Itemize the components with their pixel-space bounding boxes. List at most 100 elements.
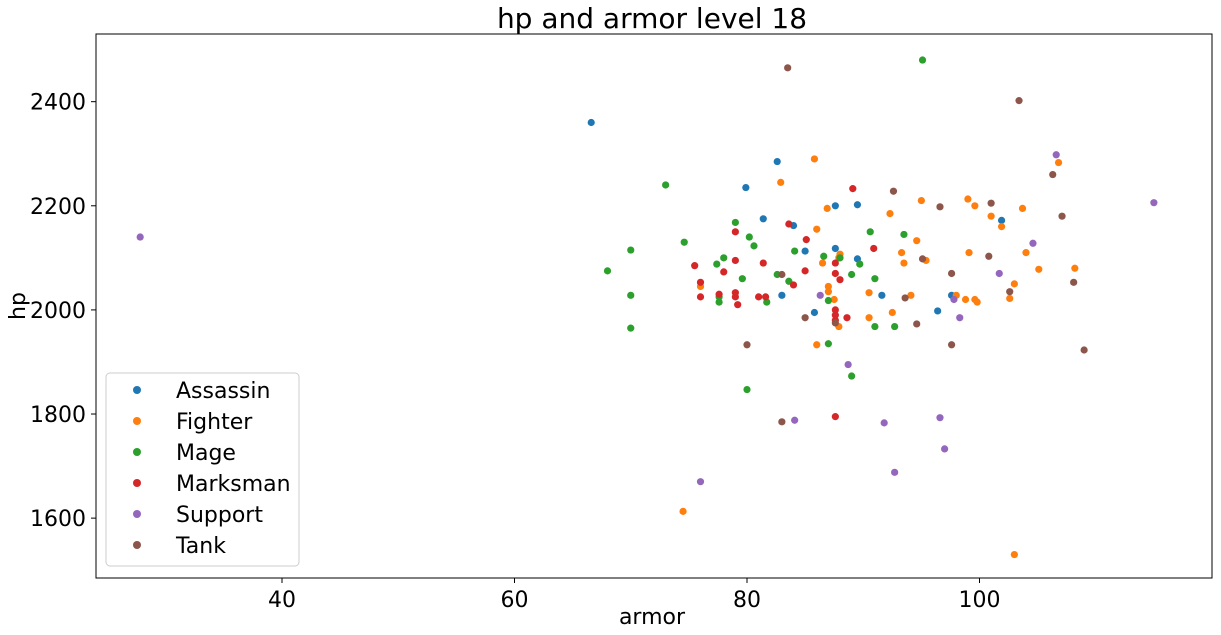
point-mage-23 bbox=[848, 270, 856, 279]
point-marksman-6 bbox=[731, 256, 739, 265]
x-tick-label: 40 bbox=[268, 588, 296, 613]
point-tank-5 bbox=[831, 319, 839, 327]
point-assassin-11 bbox=[810, 308, 819, 317]
point-fighter-22 bbox=[917, 196, 925, 205]
point-fighter-0 bbox=[679, 507, 687, 515]
point-assassin-1 bbox=[742, 183, 750, 192]
point-tank-2 bbox=[778, 270, 786, 279]
legend-label-assassin: Assassin bbox=[176, 379, 270, 404]
x-axis-label: armor bbox=[619, 605, 686, 630]
point-marksman-22 bbox=[831, 413, 839, 421]
point-tank-9 bbox=[918, 255, 927, 263]
point-mage-15 bbox=[743, 385, 751, 394]
point-fighter-27 bbox=[965, 249, 973, 257]
legend-label-marksman: Marksman bbox=[176, 472, 291, 497]
point-fighter-4 bbox=[813, 225, 821, 233]
point-mage-20 bbox=[824, 296, 832, 305]
point-fighter-21 bbox=[913, 237, 921, 245]
point-support-13 bbox=[1052, 151, 1060, 159]
point-mage-27 bbox=[871, 275, 879, 283]
point-support-14 bbox=[1150, 199, 1158, 207]
point-tank-20 bbox=[1080, 346, 1088, 354]
point-marksman-16 bbox=[802, 236, 810, 244]
point-assassin-5 bbox=[801, 247, 809, 255]
legend-marker-fighter bbox=[133, 417, 141, 425]
point-mage-13 bbox=[750, 242, 758, 250]
point-assassin-0 bbox=[587, 118, 595, 127]
point-marksman-5 bbox=[731, 228, 739, 236]
point-mage-29 bbox=[891, 322, 899, 331]
point-marksman-17 bbox=[831, 259, 839, 267]
point-mage-5 bbox=[680, 238, 688, 246]
point-marksman-2 bbox=[696, 293, 705, 301]
point-tank-4 bbox=[801, 314, 809, 322]
point-mage-19 bbox=[820, 252, 828, 260]
point-marksman-26 bbox=[870, 244, 878, 253]
point-support-0 bbox=[136, 233, 144, 241]
point-marksman-25 bbox=[849, 185, 857, 193]
point-tank-16 bbox=[1015, 97, 1023, 105]
point-tank-8 bbox=[913, 320, 921, 328]
point-tank-15 bbox=[1006, 288, 1014, 296]
point-support-1 bbox=[696, 478, 705, 486]
point-fighter-13 bbox=[813, 341, 821, 349]
point-mage-12 bbox=[745, 233, 753, 241]
point-fighter-20 bbox=[907, 291, 915, 299]
point-mage-18 bbox=[791, 247, 799, 255]
point-tank-12 bbox=[948, 341, 956, 349]
data-points bbox=[136, 56, 1158, 559]
point-support-5 bbox=[880, 419, 888, 427]
point-marksman-3 bbox=[715, 290, 723, 298]
legend-label-fighter: Fighter bbox=[176, 410, 253, 435]
point-support-12 bbox=[1029, 239, 1037, 247]
point-assassin-3 bbox=[759, 215, 767, 223]
point-marksman-0 bbox=[691, 262, 699, 270]
point-fighter-5 bbox=[818, 259, 827, 267]
legend: Assassin Fighter Mage Marksman Support Tank bbox=[105, 372, 300, 567]
chart-title: hp and armor level 18 bbox=[497, 2, 807, 35]
legend-label-tank: Tank bbox=[175, 534, 226, 559]
point-mage-28 bbox=[871, 322, 879, 331]
point-tank-0 bbox=[743, 341, 751, 349]
point-marksman-8 bbox=[731, 293, 739, 301]
point-marksman-20 bbox=[831, 311, 839, 319]
point-fighter-17 bbox=[888, 308, 896, 317]
point-tank-7 bbox=[901, 294, 909, 302]
point-mage-21 bbox=[824, 340, 832, 348]
y-ticks: 1600 1800 2000 2200 2400 bbox=[30, 91, 96, 532]
point-fighter-35 bbox=[1018, 204, 1027, 212]
point-mage-24 bbox=[848, 372, 856, 380]
point-fighter-36 bbox=[1022, 249, 1030, 257]
point-fighter-8 bbox=[824, 288, 832, 296]
point-marksman-15 bbox=[801, 267, 809, 275]
point-support-6 bbox=[891, 468, 899, 476]
plot-frame bbox=[95, 33, 1213, 579]
point-marksman-19 bbox=[831, 306, 839, 314]
point-tank-6 bbox=[889, 187, 898, 195]
point-mage-0 bbox=[603, 267, 612, 275]
point-marksman-18 bbox=[831, 269, 839, 278]
point-tank-19 bbox=[1070, 278, 1078, 286]
point-support-11 bbox=[995, 269, 1003, 278]
point-fighter-3 bbox=[810, 155, 819, 163]
point-fighter-19 bbox=[900, 259, 908, 267]
point-fighter-6 bbox=[823, 204, 831, 212]
point-assassin-10 bbox=[778, 291, 786, 299]
y-tick-label: 1600 bbox=[30, 507, 86, 532]
point-fighter-32 bbox=[997, 223, 1006, 231]
point-marksman-4 bbox=[720, 268, 728, 276]
point-mage-22 bbox=[836, 254, 844, 262]
x-tick-label: 80 bbox=[733, 588, 761, 613]
point-marksman-13 bbox=[785, 220, 793, 228]
point-tank-17 bbox=[1049, 170, 1057, 179]
point-fighter-39 bbox=[1071, 264, 1079, 272]
point-support-7 bbox=[936, 414, 944, 422]
point-fighter-14 bbox=[865, 289, 873, 297]
point-mage-6 bbox=[713, 260, 721, 268]
point-tank-13 bbox=[985, 252, 993, 260]
point-support-3 bbox=[816, 291, 824, 299]
legend-marker-mage bbox=[133, 448, 141, 456]
point-assassin-2 bbox=[773, 157, 781, 166]
point-fighter-25 bbox=[961, 295, 970, 304]
point-tank-10 bbox=[936, 203, 944, 211]
